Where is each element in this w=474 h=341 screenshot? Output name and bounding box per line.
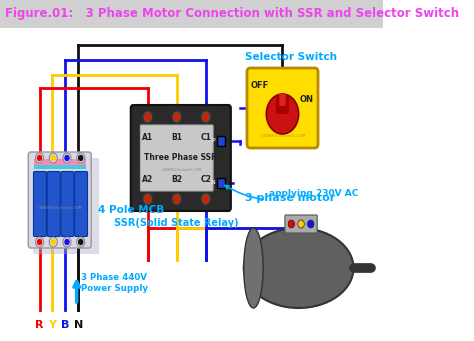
Circle shape: [51, 155, 55, 161]
FancyBboxPatch shape: [47, 172, 60, 237]
Text: A1: A1: [142, 133, 153, 143]
Text: C1: C1: [201, 133, 211, 143]
Circle shape: [63, 237, 71, 247]
FancyBboxPatch shape: [34, 172, 46, 237]
Text: B1: B1: [171, 133, 182, 143]
Circle shape: [63, 153, 71, 163]
Ellipse shape: [244, 228, 263, 308]
Circle shape: [143, 193, 153, 205]
Circle shape: [77, 237, 85, 247]
Circle shape: [36, 153, 44, 163]
Circle shape: [201, 111, 210, 123]
Text: B: B: [61, 320, 70, 330]
Circle shape: [49, 153, 57, 163]
Text: 3 phase motor: 3 phase motor: [246, 193, 336, 203]
Circle shape: [203, 114, 209, 120]
Circle shape: [172, 111, 182, 123]
Circle shape: [77, 153, 85, 163]
FancyBboxPatch shape: [247, 68, 318, 148]
Circle shape: [36, 237, 44, 247]
Text: 3 Phase 440V
Power Supply: 3 Phase 440V Power Supply: [81, 272, 148, 293]
Circle shape: [37, 239, 42, 244]
FancyBboxPatch shape: [34, 159, 85, 165]
Circle shape: [201, 193, 210, 205]
Circle shape: [51, 239, 55, 244]
Circle shape: [145, 195, 151, 203]
Text: Figure.01:   3 Phase Motor Connection with SSR and Selector Switch: Figure.01: 3 Phase Motor Connection with…: [5, 8, 459, 20]
FancyBboxPatch shape: [131, 105, 231, 211]
Text: 4 Pole MCB: 4 Pole MCB: [99, 205, 165, 215]
FancyBboxPatch shape: [276, 94, 289, 114]
Circle shape: [266, 94, 299, 134]
Text: ©WWW.ETechnoG.COM: ©WWW.ETechnoG.COM: [160, 168, 201, 172]
FancyBboxPatch shape: [34, 165, 85, 169]
FancyBboxPatch shape: [285, 215, 317, 233]
Circle shape: [203, 195, 209, 203]
Text: Y: Y: [48, 320, 56, 330]
Circle shape: [79, 155, 83, 161]
Text: A2: A2: [142, 176, 153, 184]
Text: P: P: [211, 138, 215, 144]
FancyBboxPatch shape: [33, 158, 99, 254]
Circle shape: [49, 237, 57, 247]
Text: ©WWW.ETechnoG.COM: ©WWW.ETechnoG.COM: [36, 206, 83, 210]
FancyBboxPatch shape: [61, 172, 74, 237]
Text: N: N: [73, 320, 83, 330]
Circle shape: [65, 239, 69, 244]
Circle shape: [145, 114, 151, 120]
FancyBboxPatch shape: [75, 172, 88, 237]
Text: C2: C2: [201, 176, 211, 184]
Circle shape: [298, 220, 304, 228]
Text: Three Phase SSR: Three Phase SSR: [145, 153, 217, 163]
Circle shape: [308, 220, 314, 228]
FancyBboxPatch shape: [0, 0, 383, 28]
Text: B2: B2: [171, 176, 182, 184]
FancyBboxPatch shape: [217, 178, 225, 188]
FancyBboxPatch shape: [217, 136, 225, 146]
Text: SSR(Solid State Relay): SSR(Solid State Relay): [114, 218, 239, 228]
Ellipse shape: [244, 228, 354, 308]
Circle shape: [172, 193, 182, 205]
Circle shape: [288, 220, 295, 228]
Text: R: R: [35, 320, 44, 330]
Circle shape: [174, 114, 180, 120]
Text: ©WWW.ETechnoG.COM: ©WWW.ETechnoG.COM: [259, 134, 306, 138]
Text: N: N: [210, 180, 215, 186]
FancyBboxPatch shape: [140, 125, 213, 191]
Text: OFF: OFF: [251, 81, 269, 90]
Circle shape: [37, 155, 42, 161]
Circle shape: [174, 195, 180, 203]
Text: Selector Switch: Selector Switch: [245, 52, 337, 62]
Circle shape: [65, 155, 69, 161]
Circle shape: [143, 111, 153, 123]
FancyBboxPatch shape: [28, 152, 91, 248]
Circle shape: [79, 239, 83, 244]
Text: applying 230V AC: applying 230V AC: [225, 186, 358, 199]
FancyBboxPatch shape: [279, 94, 286, 106]
Text: ON: ON: [300, 95, 314, 104]
